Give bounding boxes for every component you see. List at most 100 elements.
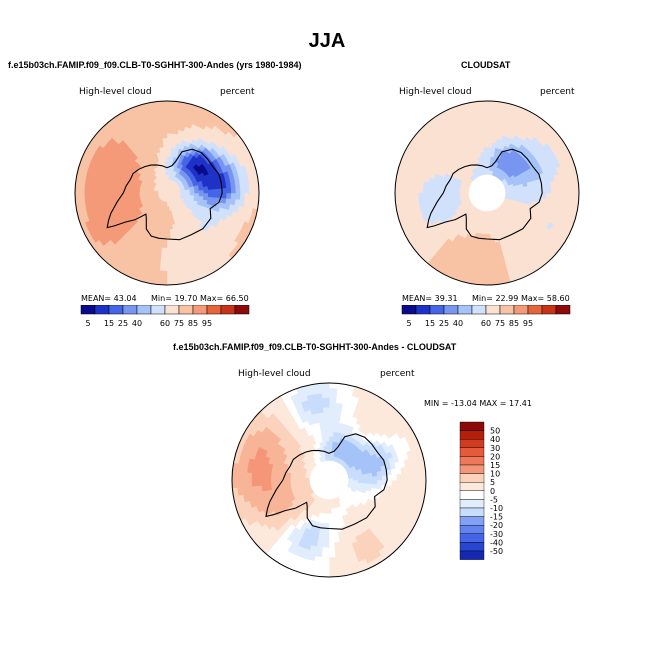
map-cell [328, 566, 338, 573]
map-cell [328, 537, 335, 544]
map-cell [486, 252, 493, 258]
map-cell [194, 192, 200, 197]
colorbar-swatch [459, 464, 485, 474]
map-cell [386, 474, 393, 481]
map-cell [377, 479, 383, 485]
map-cell [166, 137, 173, 143]
map-cell [560, 185, 566, 194]
map-cell [395, 184, 401, 194]
map-cell [322, 411, 330, 418]
map-cell [166, 266, 175, 272]
colorbar-swatch [457, 305, 473, 315]
map-cell [270, 474, 277, 481]
map-cell [166, 247, 173, 254]
colorbar-tick-label: -50 [490, 547, 503, 556]
map-cell [486, 119, 494, 125]
map-cell [324, 528, 330, 534]
map-cell [232, 471, 238, 481]
map-cell [165, 206, 168, 212]
colorbar-swatch [443, 305, 459, 315]
map-cell [478, 279, 488, 285]
colorbar-swatch [459, 481, 485, 491]
map-cell [479, 114, 488, 120]
map-cell [481, 132, 488, 139]
map-cell [97, 192, 104, 200]
map-cell [166, 146, 172, 153]
map-cell [328, 561, 337, 568]
panel3-minmax-text: MIN = -13.04 MAX = 17.41 [424, 399, 532, 408]
map-cell [391, 479, 398, 487]
map-cell [166, 105, 175, 111]
map-cell [320, 387, 330, 394]
colorbar-tick-label: 25 [118, 319, 128, 328]
panel2-units-label: percent [540, 87, 575, 97]
map-cell [159, 270, 168, 277]
map-cell [486, 169, 490, 175]
map-cell [164, 211, 168, 217]
map-cell [166, 270, 175, 277]
map-cell [408, 185, 414, 194]
map-cell [166, 275, 175, 281]
map-cell [417, 186, 424, 194]
map-cell [401, 472, 407, 481]
colorbar-swatch [80, 305, 96, 315]
map-cell [166, 243, 173, 249]
map-cell [431, 187, 437, 194]
colorbar-swatch [459, 456, 485, 466]
map-cell [251, 479, 257, 488]
colorbar-swatch [108, 305, 124, 315]
map-cell [322, 547, 330, 554]
map-cell [399, 185, 405, 194]
map-cell [163, 220, 168, 226]
map-cell [111, 187, 117, 194]
map-cell [255, 473, 262, 481]
map-cell [449, 189, 456, 194]
map-cell [83, 185, 90, 194]
map-cell [454, 189, 460, 194]
map-cell [328, 547, 336, 554]
map-cell [328, 431, 334, 437]
map-cell [323, 421, 330, 428]
map-cell [480, 261, 488, 267]
map-cell [486, 275, 495, 281]
map-cell [399, 192, 405, 201]
map-cell [573, 192, 579, 202]
map-cell [486, 109, 495, 116]
map-cell [371, 483, 378, 489]
map-cell [106, 187, 113, 194]
map-cell [320, 383, 330, 389]
colorbar-swatch [459, 542, 485, 552]
panel1-min-label: Min= [151, 294, 172, 303]
map-cell [246, 472, 253, 481]
map-cell [480, 256, 488, 263]
map-cell [161, 128, 168, 134]
map-cell [514, 192, 520, 197]
map-cell [321, 561, 330, 568]
map-cell [486, 123, 494, 130]
map-cell [415, 471, 422, 481]
map-cell [357, 479, 364, 484]
map-cell [481, 137, 488, 143]
map-cell [166, 119, 174, 125]
panel1-min-value: 19.70 [174, 294, 198, 303]
map-cell [166, 123, 174, 130]
map-cell [523, 192, 529, 197]
map-cell [483, 224, 488, 231]
colorbar-swatch [527, 305, 543, 315]
map-cell [509, 192, 515, 196]
map-cell [164, 215, 168, 221]
map-cell [166, 109, 175, 116]
map-cell [160, 261, 168, 267]
map-cell [481, 252, 488, 258]
map-cell [463, 190, 469, 194]
colorbar-swatch [192, 305, 208, 315]
map-cell [321, 402, 330, 408]
map-cell [162, 142, 168, 148]
colorbar-swatch [206, 305, 222, 315]
map-cell [125, 189, 131, 194]
map-cell [326, 503, 330, 510]
map-cell [410, 472, 417, 481]
map-cell [377, 475, 383, 481]
colorbar-tick-label: 85 [188, 319, 198, 328]
map-boundary [394, 100, 580, 286]
